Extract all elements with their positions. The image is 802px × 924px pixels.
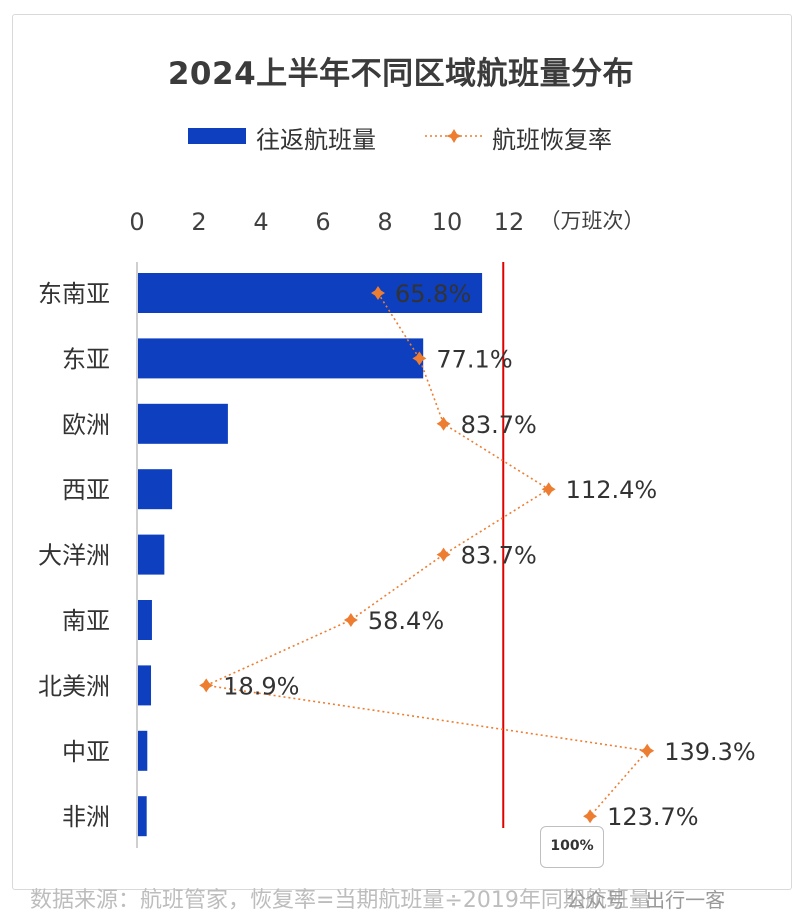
category-label: 东南亚: [38, 280, 110, 308]
bar: [138, 469, 173, 510]
x-tick-label: 2: [191, 208, 206, 236]
category-label: 南亚: [62, 607, 110, 635]
source-note: 数据来源：航班管家，恢复率=当期航班量÷2019年同期航班量: [30, 888, 651, 913]
chart-title: 2024上半年不同区域航班量分布: [167, 56, 635, 92]
recovery-data-label: 77.1%: [436, 345, 512, 373]
category-label: 西亚: [62, 476, 110, 504]
category-label: 北美洲: [38, 672, 110, 700]
reference-label: 100%: [550, 838, 594, 854]
recovery-data-label: 18.9%: [223, 672, 299, 700]
legend-line-label: 航班恢复率: [492, 126, 612, 154]
legend-line-swatch: [425, 129, 483, 143]
recovery-data-label: 83.7%: [461, 411, 537, 439]
recovery-marker: [199, 678, 214, 693]
recovery-marker: [412, 351, 427, 366]
x-axis-unit: （万班次）: [540, 209, 645, 233]
bar: [138, 403, 228, 444]
recovery-marker: [583, 809, 598, 824]
reference-label-box: [540, 826, 604, 868]
x-tick-label: 10: [432, 208, 463, 236]
bar: [138, 665, 152, 706]
category-label: 欧洲: [62, 411, 110, 439]
category-label: 非洲: [62, 803, 110, 831]
x-tick-label: 6: [315, 208, 330, 236]
x-tick-label: 4: [253, 208, 268, 236]
recovery-data-label: 123.7%: [607, 803, 699, 831]
recovery-marker: [436, 416, 451, 431]
recovery-marker: [371, 286, 386, 300]
recovery-data-label: 83.7%: [461, 542, 537, 570]
x-tick-label: 0: [129, 208, 144, 236]
bar: [138, 730, 148, 771]
recovery-data-label: 65.8%: [395, 280, 471, 308]
recovery-line: [203, 292, 649, 817]
recovery-marker: [640, 743, 655, 758]
recovery-data-label: 58.4%: [368, 607, 444, 635]
bar: [138, 273, 483, 313]
category-label: 东亚: [62, 345, 110, 373]
bar: [138, 534, 165, 575]
recovery-data-label: 112.4%: [566, 476, 658, 504]
legend-bar-swatch: [188, 128, 246, 144]
legend: 往返航班量 航班恢复率: [0, 118, 802, 154]
watermark: 公众号 · 出行一客: [566, 888, 726, 912]
bar: [138, 338, 424, 379]
recovery-marker: [541, 482, 556, 497]
legend-bar-label: 往返航班量: [256, 126, 376, 154]
x-tick-label: 12: [494, 208, 525, 236]
bar: [138, 796, 147, 837]
x-tick-label: 8: [377, 208, 392, 236]
category-label: 大洋洲: [38, 542, 110, 570]
recovery-marker: [436, 547, 451, 562]
recovery-data-label: 139.3%: [664, 738, 756, 766]
bar: [138, 600, 152, 640]
category-label: 中亚: [62, 738, 110, 766]
recovery-marker: [343, 613, 358, 627]
